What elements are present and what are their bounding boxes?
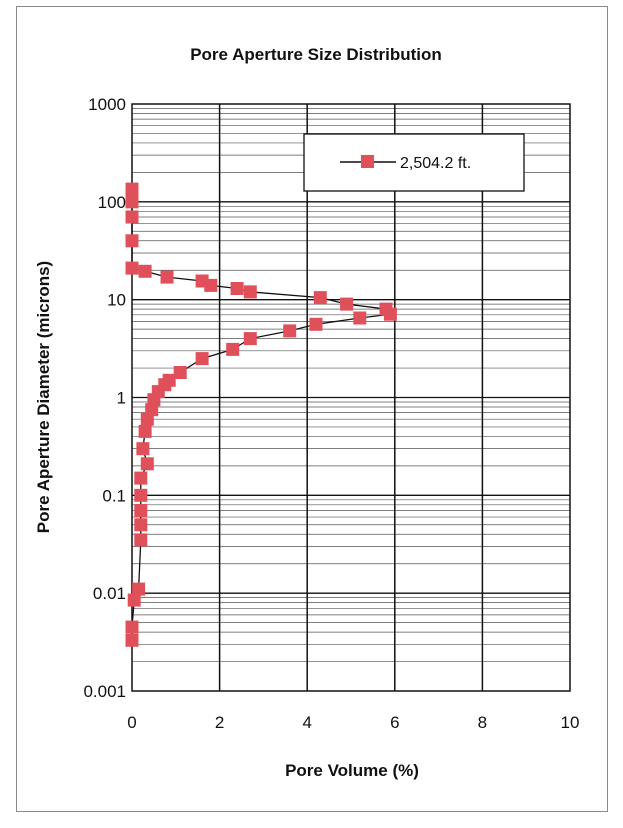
x-tick-labels: 0 2 4 6 8 10	[127, 713, 579, 732]
data-point	[134, 471, 148, 485]
legend: 2,504.2 ft.	[303, 133, 525, 192]
data-point	[313, 291, 327, 305]
data-point	[136, 442, 150, 456]
data-point	[226, 342, 240, 356]
data-point	[283, 324, 297, 338]
data-point	[138, 264, 152, 278]
data-point	[379, 302, 393, 316]
chart-title: Pore Aperture Size Distribution	[190, 45, 442, 64]
series-group	[125, 182, 397, 647]
data-point	[125, 261, 139, 275]
data-point	[195, 274, 209, 288]
x-tick-label: 8	[478, 713, 487, 732]
data-point	[353, 311, 367, 325]
data-point	[134, 488, 148, 502]
data-point	[134, 504, 148, 517]
y-tick-label: 1	[117, 389, 126, 408]
y-tick-label: 100	[98, 193, 126, 212]
data-point	[125, 195, 139, 209]
data-point	[134, 533, 148, 547]
data-point	[125, 182, 139, 196]
legend-series-label: 2,504.2 ft.	[400, 155, 471, 172]
data-point	[134, 518, 148, 532]
grid-lines	[132, 104, 570, 691]
series-line	[131, 189, 392, 641]
x-tick-label: 4	[302, 713, 311, 732]
data-point	[132, 582, 146, 596]
x-tick-label: 6	[390, 713, 399, 732]
data-point	[162, 373, 176, 387]
y-tick-label: 0.01	[93, 584, 126, 603]
data-point	[309, 317, 323, 331]
legend-marker	[361, 155, 374, 168]
data-point	[340, 297, 354, 311]
data-point	[173, 366, 187, 379]
x-axis-label: Pore Volume (%)	[285, 761, 419, 780]
y-axis-label: Pore Aperture Diameter (microns)	[34, 261, 53, 533]
data-point	[160, 270, 174, 284]
y-tick-label: 0.001	[83, 682, 126, 701]
data-point	[127, 593, 141, 607]
x-tick-label: 10	[561, 713, 580, 732]
data-point	[125, 620, 139, 634]
data-point	[125, 210, 139, 224]
y-tick-label: 0.1	[102, 486, 126, 505]
data-point	[145, 403, 159, 417]
data-point	[243, 332, 257, 346]
y-tick-label: 10	[107, 291, 126, 310]
data-point	[125, 234, 139, 248]
y-tick-label: 1000	[88, 95, 126, 114]
data-point	[230, 282, 244, 295]
data-point	[125, 633, 139, 647]
plot-area-border	[131, 103, 571, 692]
data-point	[195, 352, 209, 366]
x-tick-label: 2	[215, 713, 224, 732]
x-tick-label: 0	[127, 713, 136, 732]
data-point	[243, 285, 257, 299]
y-tick-labels: 1000 100 10 1 0.1 0.01 0.001	[83, 95, 126, 701]
data-point	[140, 457, 154, 471]
data-point	[138, 424, 152, 438]
